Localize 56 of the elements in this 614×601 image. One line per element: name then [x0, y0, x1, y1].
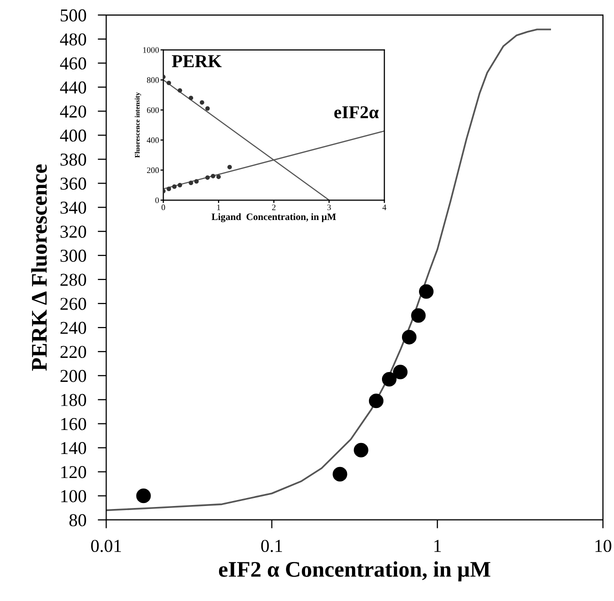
y-tick-label: 0 [155, 197, 159, 204]
y-tick-label: 200 [60, 370, 86, 382]
y-tick-label: 600 [147, 107, 159, 113]
y-tick-label: 260 [60, 298, 86, 310]
y-tick-label: 100 [61, 490, 86, 502]
y-tick-label: 240 [60, 322, 86, 334]
y-tick-label: 800 [146, 77, 159, 83]
y-tick-label: 180 [61, 394, 86, 406]
y-tick-label: 480 [60, 33, 86, 46]
y-tick-label: 300 [60, 250, 86, 262]
point [166, 80, 172, 86]
y-tick-label: 400 [60, 129, 86, 142]
x-tick-label: 0.01 [91, 540, 121, 552]
x-tick-label: 3 [327, 204, 331, 210]
y-tick-label: 420 [60, 105, 86, 118]
y-tick-label: 400 [146, 137, 159, 144]
x-tick-label: 4 [382, 204, 386, 210]
y-tick-label: 500 [60, 9, 86, 22]
y-tick-label: 140 [61, 442, 86, 454]
point [227, 164, 232, 170]
y-tick-label: 1000 [143, 47, 159, 53]
y-tick-label: 320 [60, 226, 86, 238]
point [172, 184, 177, 189]
y-tick-label: 280 [60, 274, 86, 286]
point [188, 180, 194, 186]
y-tick-label: 340 [60, 202, 86, 214]
point [200, 100, 204, 105]
x-axis-title: eIF2 α Concentration, in µM [218, 561, 490, 582]
x-tick-label: 0.1 [261, 540, 282, 552]
y-tick-label: 360 [60, 178, 86, 190]
x-tick-label: 1 [217, 204, 220, 210]
point [210, 174, 216, 178]
y-tick-label: 200 [147, 167, 159, 174]
y-tick-label: 80 [69, 514, 86, 526]
x-axis-title: Ligand Concentration, in µM [212, 213, 336, 222]
point [166, 186, 172, 192]
point [188, 96, 194, 100]
point [205, 106, 210, 111]
y-tick-label: 380 [60, 154, 86, 166]
x-tick-label: 0 [162, 204, 166, 210]
point [194, 179, 199, 184]
point [216, 174, 221, 180]
y-axis-title: PERK Δ Fluorescence [31, 164, 47, 371]
x-tick-label: 2 [272, 204, 276, 210]
y-tick-label: 440 [60, 81, 86, 94]
series-label: PERK [172, 55, 222, 68]
y-tick-label: 120 [61, 466, 86, 478]
y-tick-label: 220 [60, 346, 86, 358]
point [178, 182, 182, 188]
point [205, 175, 210, 180]
x-tick-label: 1 [434, 540, 441, 552]
point [178, 88, 182, 93]
y-tick-label: 460 [60, 57, 86, 70]
x-tick-label: 10 [596, 540, 612, 552]
series-label: eIF2α [334, 106, 379, 118]
y-tick-label: 160 [61, 418, 86, 430]
